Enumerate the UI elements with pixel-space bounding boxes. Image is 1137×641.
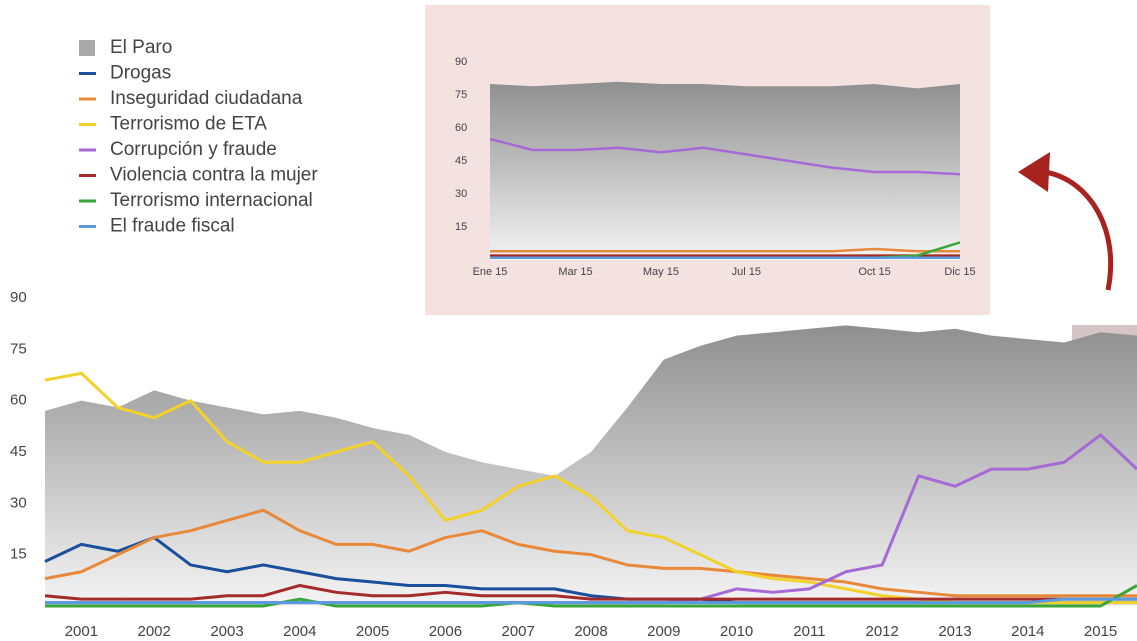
x-tick-label: 2014 <box>1011 623 1044 640</box>
y-tick-label: 15 <box>455 221 467 233</box>
area <box>490 81 960 260</box>
x-tick-label: 2009 <box>647 623 680 640</box>
y-tick-label: 45 <box>455 155 467 167</box>
x-tick-label: 2011 <box>793 623 825 640</box>
x-tick-label: 2003 <box>210 623 243 640</box>
legend-label: Terrorismo internacional <box>110 190 313 211</box>
line <box>45 584 1137 608</box>
legend-label: Drogas <box>110 63 171 84</box>
area <box>45 325 1137 606</box>
legend-label: El fraude fiscal <box>110 216 235 237</box>
x-tick-label: 2013 <box>938 623 971 640</box>
y-tick-label: 90 <box>455 56 467 68</box>
line <box>44 508 1137 598</box>
x-tick-label: Dic 15 <box>944 266 975 278</box>
y-tick-label: 60 <box>455 122 467 134</box>
line <box>44 583 1137 601</box>
legend-label: Terrorismo de ETA <box>110 114 267 135</box>
x-tick-label: 2015 <box>1084 623 1117 640</box>
legend-label: El Paro <box>110 37 172 58</box>
x-tick-label: 2006 <box>429 623 462 640</box>
x-tick-label: Jul 15 <box>732 266 761 278</box>
x-tick-label: 2010 <box>720 623 753 640</box>
y-tick-label: 30 <box>10 494 27 511</box>
x-tick-label: 2004 <box>283 623 316 640</box>
x-tick-label: 2001 <box>65 623 98 640</box>
legend-swatch <box>79 40 95 56</box>
x-tick-label: 2005 <box>356 623 389 640</box>
line <box>45 597 1137 605</box>
y-tick-label: 45 <box>10 443 27 460</box>
x-tick-label: 2008 <box>574 623 607 640</box>
line <box>490 247 960 253</box>
y-tick-label: 75 <box>10 340 27 357</box>
y-tick-label: 60 <box>10 392 27 409</box>
x-tick-label: 2002 <box>138 623 171 640</box>
y-tick-label: 15 <box>10 546 27 563</box>
legend-label: Inseguridad ciudadana <box>110 88 303 109</box>
x-tick-label: Mar 15 <box>558 266 592 278</box>
legend-label: Corrupción y fraude <box>110 139 277 160</box>
x-tick-label: Oct 15 <box>858 266 890 278</box>
y-tick-label: 90 <box>10 289 27 306</box>
y-tick-label: 75 <box>455 89 467 101</box>
x-tick-label: Ene 15 <box>473 266 508 278</box>
x-tick-label: 2012 <box>866 623 899 640</box>
arrow-head <box>1018 152 1050 192</box>
plot-layer: 15 30 45 60 75 90 2001 2002 2003 2004 2005 2006 2007… <box>10 37 1137 640</box>
legend-label: Violencia contra la mujer <box>110 165 318 186</box>
x-tick-label: May 15 <box>643 266 679 278</box>
arrow <box>1044 169 1114 291</box>
line <box>489 137 961 176</box>
y-tick-label: 30 <box>455 188 467 200</box>
x-tick-label: 2007 <box>502 623 535 640</box>
